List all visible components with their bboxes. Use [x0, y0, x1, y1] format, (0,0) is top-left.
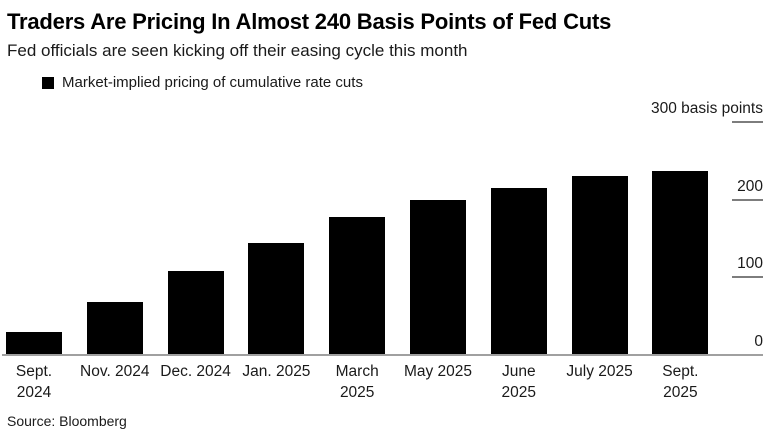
y-axis-tick-label: 200	[737, 177, 763, 195]
chart-title: Traders Are Pricing In Almost 240 Basis …	[7, 9, 612, 34]
x-axis-label: Dec. 2024	[160, 363, 231, 380]
bar	[490, 187, 547, 354]
y-axis-tick-dash	[732, 198, 763, 201]
y-axis-tick-label: 0	[754, 333, 763, 350]
bar	[410, 200, 466, 354]
bar	[652, 170, 709, 354]
x-axis-line	[2, 354, 763, 356]
x-axis-label: Sept. 2024	[15, 363, 53, 401]
chart-subtitle: Fed officials are seen kicking off their…	[7, 41, 468, 60]
y-axis-tick-dash	[732, 276, 763, 279]
bar	[571, 176, 628, 354]
x-axis-label: Sept. 2025	[662, 363, 699, 401]
source-note: Source: Bloomberg	[7, 413, 127, 429]
x-axis-label: Jan. 2025	[242, 363, 311, 380]
y-axis-tick-dash	[732, 121, 763, 123]
x-axis-label: May 2025	[403, 363, 473, 380]
legend: Market-implied pricing of cumulative rat…	[42, 74, 363, 91]
bar	[6, 332, 62, 354]
bar	[86, 302, 143, 354]
bar	[167, 270, 224, 354]
legend-swatch-icon	[42, 76, 54, 89]
y-axis-tick-label: 100	[737, 255, 763, 273]
x-axis-label: Nov. 2024	[80, 363, 150, 380]
x-axis-label: March 2025	[335, 363, 379, 401]
x-axis-label: July 2025	[566, 363, 633, 380]
bar	[248, 242, 305, 354]
bar	[329, 216, 386, 354]
legend-label: Market-implied pricing of cumulative rat…	[62, 74, 363, 91]
y-axis-tick-label: 300 basis points	[650, 100, 763, 117]
x-axis-label: June 2025	[501, 363, 537, 401]
